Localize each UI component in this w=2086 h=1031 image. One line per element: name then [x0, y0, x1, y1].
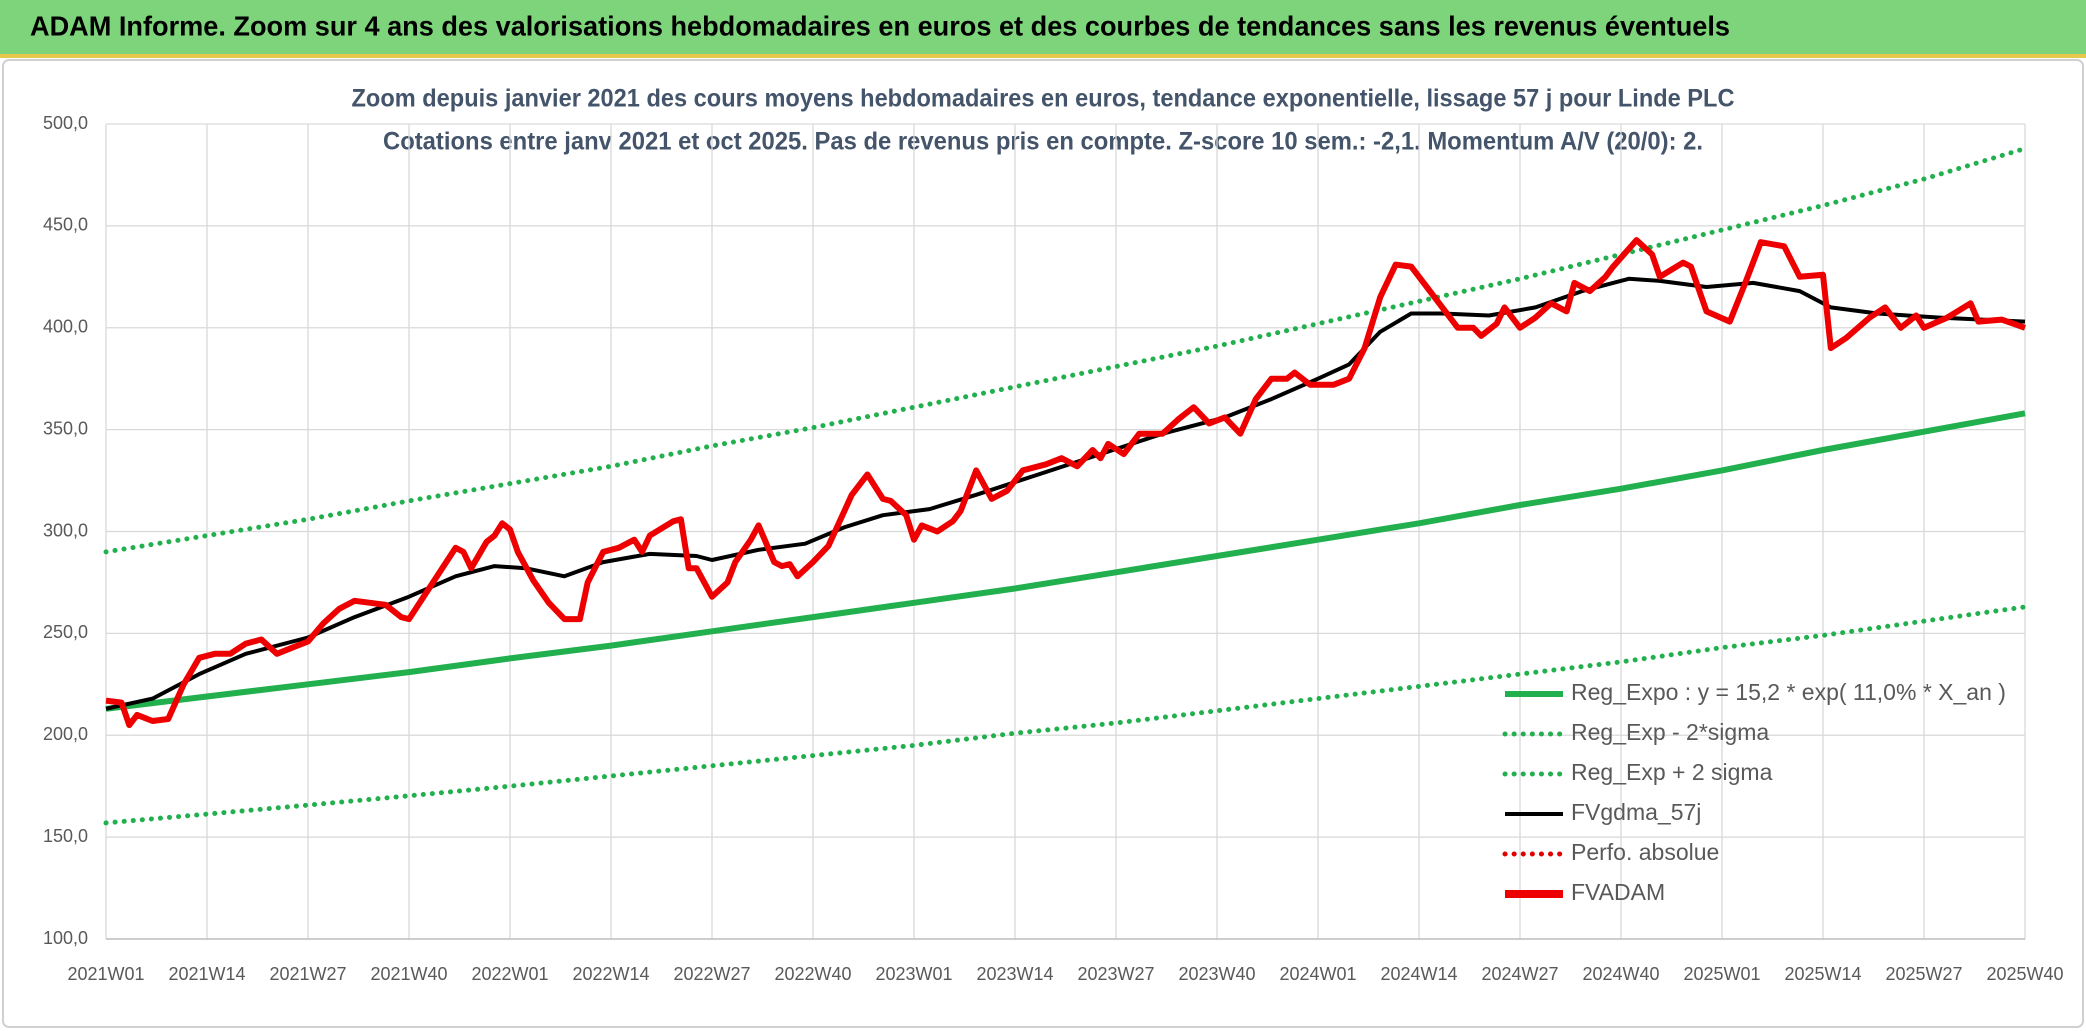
x-tick-label: 2021W01: [67, 964, 144, 984]
legend-label: Perfo. absolue: [1571, 839, 1719, 865]
x-tick-label: 2021W14: [168, 964, 245, 984]
x-tick-label: 2022W27: [673, 964, 750, 984]
y-tick-label: 200,0: [43, 724, 88, 744]
x-tick-label: 2023W40: [1178, 964, 1255, 984]
x-tick-label: 2021W40: [370, 964, 447, 984]
header-title: ADAM Informe. Zoom sur 4 ans des valoris…: [30, 10, 1730, 41]
x-tick-label: 2025W27: [1885, 964, 1962, 984]
x-tick-label: 2024W14: [1380, 964, 1457, 984]
series-line: [105, 410, 2026, 712]
series-line: [103, 146, 2028, 555]
x-tick-label: 2023W01: [875, 964, 952, 984]
y-tick-label: 100,0: [43, 928, 88, 948]
x-tick-label: 2025W40: [1986, 964, 2063, 984]
x-tick-label: 2024W40: [1582, 964, 1659, 984]
legend-label: Reg_Exp - 2*sigma: [1571, 719, 1769, 745]
legend-label: FVADAM: [1571, 879, 1665, 905]
y-tick-label: 500,0: [43, 113, 88, 133]
x-tick-label: 2024W27: [1481, 964, 1558, 984]
x-tick-label: 2024W01: [1279, 964, 1356, 984]
x-tick-label: 2023W27: [1077, 964, 1154, 984]
y-tick-label: 400,0: [43, 317, 88, 337]
legend-label: Reg_Expo : y = 15,2 * exp( 11,0% * X_an …: [1571, 679, 2006, 705]
header-bar: [0, 0, 2086, 54]
series-line: [105, 276, 2026, 711]
legend-label: Reg_Exp + 2 sigma: [1571, 759, 1773, 785]
x-tick-label: 2025W01: [1683, 964, 1760, 984]
chart-subtitle: Cotations entre janv 2021 et oct 2025. P…: [383, 128, 1703, 156]
series-line: [103, 604, 2028, 826]
header-rule: [0, 54, 2086, 58]
y-tick-label: 300,0: [43, 520, 88, 540]
chart-frame: [2, 59, 2084, 1028]
x-tick-label: 2022W40: [774, 964, 851, 984]
x-tick-label: 2022W01: [471, 964, 548, 984]
x-tick-label: 2021W27: [269, 964, 346, 984]
y-tick-label: 350,0: [43, 418, 88, 438]
x-tick-label: 2022W14: [572, 964, 649, 984]
x-tick-label: 2025W14: [1784, 964, 1861, 984]
series-line: [105, 237, 2026, 729]
y-tick-label: 250,0: [43, 622, 88, 642]
y-tick-label: 150,0: [43, 826, 88, 846]
y-tick-label: 450,0: [43, 215, 88, 235]
chart-title: Zoom depuis janvier 2021 des cours moyen…: [352, 85, 1735, 113]
x-tick-label: 2023W14: [976, 964, 1053, 984]
legend-label: FVgdma_57j: [1571, 799, 1701, 825]
